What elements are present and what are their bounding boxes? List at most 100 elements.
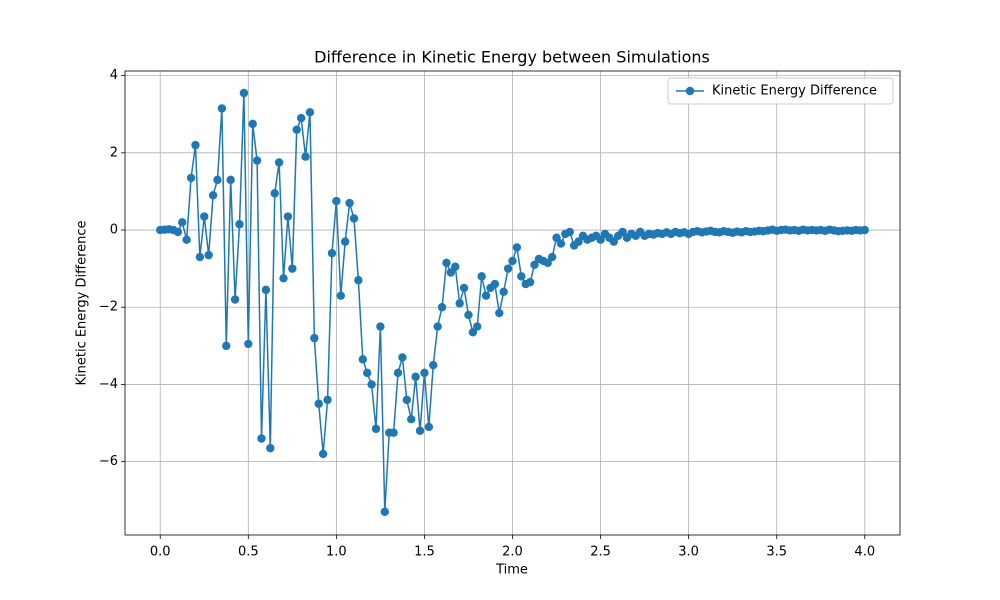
data-point: [270, 189, 279, 198]
data-point: [217, 104, 227, 113]
data-point: [173, 227, 183, 237]
x-tick-label: 1.5: [414, 545, 435, 560]
data-point: [327, 249, 337, 258]
data-point: [468, 328, 478, 337]
data-point: [318, 449, 328, 459]
data-point: [446, 268, 456, 277]
data-point: [451, 262, 460, 271]
data-point: [283, 212, 293, 221]
data-point: [393, 368, 403, 378]
data-point: [195, 252, 205, 262]
data-point: [305, 108, 315, 117]
data-point: [332, 196, 341, 206]
data-point: [499, 287, 508, 297]
legend: Kinetic Energy Difference: [667, 77, 894, 105]
x-tick-label: 3.5: [766, 545, 787, 560]
data-point: [481, 291, 491, 300]
data-point: [565, 227, 574, 237]
data-point: [252, 156, 262, 165]
y-tick-label: 0: [110, 223, 118, 238]
data-point: [609, 237, 618, 246]
data-point: [354, 276, 363, 285]
y-tick-label: −4: [99, 377, 118, 392]
chart-title: Difference in Kinetic Energy between Sim…: [314, 48, 710, 67]
data-point: [424, 422, 434, 432]
data-point: [314, 399, 323, 408]
data-point: [257, 434, 266, 443]
data-point: [415, 426, 425, 435]
data-point: [204, 250, 213, 260]
data-point: [292, 125, 301, 134]
data-point: [296, 113, 306, 123]
x-tick-label: 0.5: [238, 545, 259, 560]
data-point: [266, 443, 275, 453]
data-point: [596, 235, 605, 244]
data-point: [477, 272, 486, 281]
data-point: [442, 258, 451, 268]
data-point: [191, 140, 200, 150]
data-point: [398, 353, 407, 362]
legend-label: Kinetic Energy Difference: [712, 84, 877, 99]
plot-frame: [124, 70, 901, 536]
data-point: [389, 428, 398, 437]
data-point: [860, 225, 869, 235]
data-point: [556, 239, 566, 248]
y-tick-label: −6: [99, 454, 118, 469]
data-point: [543, 258, 552, 268]
data-point: [437, 303, 447, 312]
data-point: [200, 212, 209, 221]
data-point: [349, 214, 359, 223]
data-point: [547, 252, 557, 262]
data-point: [222, 341, 231, 351]
x-tick-label: 2.0: [502, 545, 523, 560]
data-point: [310, 333, 319, 343]
data-point: [345, 198, 354, 208]
data-point: [420, 368, 429, 378]
data-point: [407, 414, 416, 424]
data-point: [178, 218, 187, 227]
data-point: [512, 243, 522, 252]
x-tick-label: 4.0: [854, 545, 875, 560]
legend-marker: [685, 86, 695, 96]
data-point: [213, 175, 222, 185]
data-point: [464, 310, 473, 320]
data-point: [508, 256, 517, 266]
data-point: [235, 220, 244, 229]
x-axis-label: Time: [495, 563, 528, 578]
data-point: [186, 173, 196, 183]
data-point: [301, 152, 310, 161]
data-point: [517, 272, 526, 281]
data-point: [380, 507, 390, 517]
x-tick-label: 0.0: [150, 545, 171, 560]
data-point: [336, 291, 345, 300]
data-point: [411, 372, 420, 381]
x-tick-label: 3.0: [678, 545, 699, 560]
data-point: [530, 260, 539, 269]
y-tick-label: 2: [110, 145, 118, 160]
y-axis-label: Kinetic Energy Difference: [75, 220, 90, 385]
data-point: [340, 237, 350, 246]
data-point: [288, 264, 297, 273]
data-point: [367, 380, 376, 389]
data-point: [459, 283, 469, 293]
legend-box: [667, 77, 894, 105]
data-point: [274, 158, 284, 167]
data-point: [490, 279, 500, 289]
data-point: [376, 322, 385, 331]
data-point: [495, 308, 504, 318]
data-point: [402, 395, 412, 405]
data-point: [362, 368, 372, 378]
data-point: [230, 295, 240, 304]
data-point: [473, 322, 482, 331]
y-tick-label: 4: [110, 68, 118, 83]
data-point: [503, 264, 513, 273]
data-point: [358, 355, 367, 364]
grid: 0.0 0.5 1.0 1.5 2.0 2.5 3.0 3.5 4.0 −6 −4 −2 0 2 4: [99, 68, 900, 560]
data-point: [323, 395, 332, 405]
y-tick-label: −2: [99, 300, 118, 315]
data-point: [455, 299, 464, 308]
data-point: [182, 235, 191, 244]
data-point: [239, 88, 249, 98]
